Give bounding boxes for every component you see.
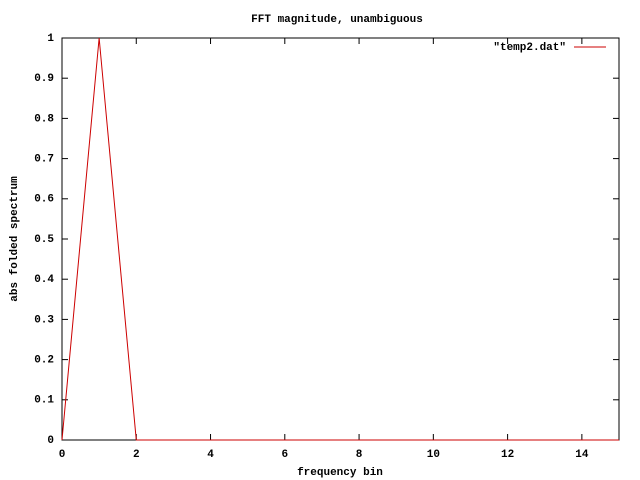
- x-tick-label: 2: [133, 449, 140, 461]
- x-tick-label: 6: [281, 449, 288, 461]
- y-tick-label: 0.5: [34, 234, 54, 246]
- x-tick-label: 8: [356, 449, 363, 461]
- x-tick-label: 10: [427, 449, 440, 461]
- y-tick-label: 0.4: [34, 274, 54, 286]
- x-tick-label: 0: [59, 449, 66, 461]
- x-axis-label: frequency bin: [297, 467, 383, 479]
- data-line: [61, 37, 619, 441]
- x-tick-label: 12: [501, 449, 514, 461]
- y-tick-label: 0.6: [34, 194, 54, 206]
- y-tick-label: 0.8: [34, 113, 54, 125]
- y-tick-label: 0.3: [34, 314, 54, 326]
- y-tick-label: 0: [47, 435, 54, 447]
- x-tick-label: 14: [575, 449, 589, 461]
- y-tick-label: 0.7: [34, 154, 54, 166]
- chart-title: FFT magnitude, unambiguous: [251, 14, 423, 26]
- y-tick-label: 1: [47, 33, 54, 45]
- y-tick-label: 0.1: [34, 395, 54, 407]
- y-axis-label: abs folded spectrum: [9, 176, 21, 302]
- legend-label: "temp2.dat": [493, 42, 566, 54]
- x-tick-label: 4: [207, 449, 214, 461]
- y-tick-label: 0.9: [34, 73, 54, 85]
- y-tick-label: 0.2: [34, 355, 54, 367]
